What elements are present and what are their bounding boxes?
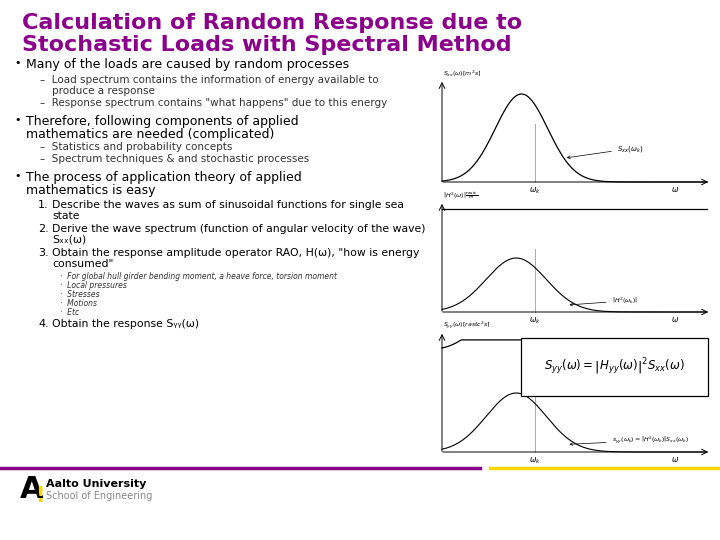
Text: $\left|H^2(\omega_k)\right|$: $\left|H^2(\omega_k)\right|$ <box>570 296 638 306</box>
Text: mathematics is easy: mathematics is easy <box>26 184 156 197</box>
Text: Obtain the response Sᵧᵧ(ω): Obtain the response Sᵧᵧ(ω) <box>52 319 199 329</box>
Text: School of Engineering: School of Engineering <box>46 491 153 501</box>
Text: $\omega$: $\omega$ <box>671 315 679 324</box>
Text: $S_{xx}(\omega)[m^2s]$: $S_{xx}(\omega)[m^2s]$ <box>443 69 482 79</box>
Text: $\omega_k$: $\omega_k$ <box>529 315 541 326</box>
Text: Calculation of Random Response due to: Calculation of Random Response due to <box>22 13 522 33</box>
Text: Obtain the response amplitude operator RAO, H(ω), "how is energy: Obtain the response amplitude operator R… <box>52 248 419 258</box>
Text: 2.: 2. <box>38 224 49 234</box>
Text: A: A <box>20 476 44 504</box>
Text: –  Spectrum techniques & and stochastic processes: – Spectrum techniques & and stochastic p… <box>40 154 310 164</box>
Text: The process of application theory of applied: The process of application theory of app… <box>26 171 302 184</box>
Text: –  Load spectrum contains the information of energy available to: – Load spectrum contains the information… <box>40 75 379 85</box>
Text: mathematics are needed (complicated): mathematics are needed (complicated) <box>26 128 274 141</box>
Text: –  Response spectrum contains "what happens" due to this energy: – Response spectrum contains "what happe… <box>40 98 387 108</box>
Text: Therefore, following components of applied: Therefore, following components of appli… <box>26 115 299 128</box>
Text: !: ! <box>35 486 45 506</box>
Text: •: • <box>14 58 20 68</box>
Text: ·  For global hull girder bending moment, a heave force, torsion moment: · For global hull girder bending moment,… <box>60 272 337 281</box>
Text: ·  Stresses: · Stresses <box>60 290 99 299</box>
Text: $\omega$: $\omega$ <box>671 455 679 464</box>
Text: $S_{xx}(\omega_k)$: $S_{xx}(\omega_k)$ <box>567 144 643 159</box>
Text: $\left|H^2(\omega)\right|\frac{rastc}{m}$: $\left|H^2(\omega)\right|\frac{rastc}{m}… <box>443 190 478 201</box>
Text: $s_{yy}(\omega_k)=\left|H^2(\omega_k)\right|S_{xx}(\omega_k)$: $s_{yy}(\omega_k)=\left|H^2(\omega_k)\ri… <box>570 435 689 446</box>
Text: Derive the wave spectrum (function of angular velocity of the wave): Derive the wave spectrum (function of an… <box>52 224 426 234</box>
Text: 4.: 4. <box>38 319 49 329</box>
Text: Stochastic Loads with Spectral Method: Stochastic Loads with Spectral Method <box>22 35 512 55</box>
Text: $S_{yy}(\omega)[rastc^2s]$: $S_{yy}(\omega)[rastc^2s]$ <box>443 320 491 331</box>
Text: produce a response: produce a response <box>52 86 155 96</box>
Text: Aalto University: Aalto University <box>46 479 146 489</box>
Text: consumed": consumed" <box>52 259 113 269</box>
Text: state: state <box>52 211 79 221</box>
Text: –  Statistics and probability concepts: – Statistics and probability concepts <box>40 142 233 152</box>
Text: 3.: 3. <box>38 248 49 258</box>
Text: $\omega$: $\omega$ <box>671 185 679 194</box>
Text: Many of the loads are caused by random processes: Many of the loads are caused by random p… <box>26 58 349 71</box>
Text: $\omega_k$: $\omega_k$ <box>529 455 541 465</box>
Text: ·  Motions: · Motions <box>60 299 97 308</box>
Text: ·  Etc: · Etc <box>60 308 79 317</box>
Text: $S_{yy}(\omega)=\left|H_{yy}(\omega)\right|^2 S_{xx}(\omega)$: $S_{yy}(\omega)=\left|H_{yy}(\omega)\rig… <box>544 357 685 377</box>
Text: Describe the waves as sum of sinusoidal functions for single sea: Describe the waves as sum of sinusoidal … <box>52 200 404 210</box>
Text: •: • <box>14 115 20 125</box>
FancyBboxPatch shape <box>521 338 708 396</box>
Text: Sₓₓ(ω): Sₓₓ(ω) <box>52 235 86 245</box>
Text: ·  Local pressures: · Local pressures <box>60 281 127 290</box>
Text: •: • <box>14 171 20 181</box>
Text: $\omega_k$: $\omega_k$ <box>529 185 541 195</box>
Text: 1.: 1. <box>38 200 49 210</box>
